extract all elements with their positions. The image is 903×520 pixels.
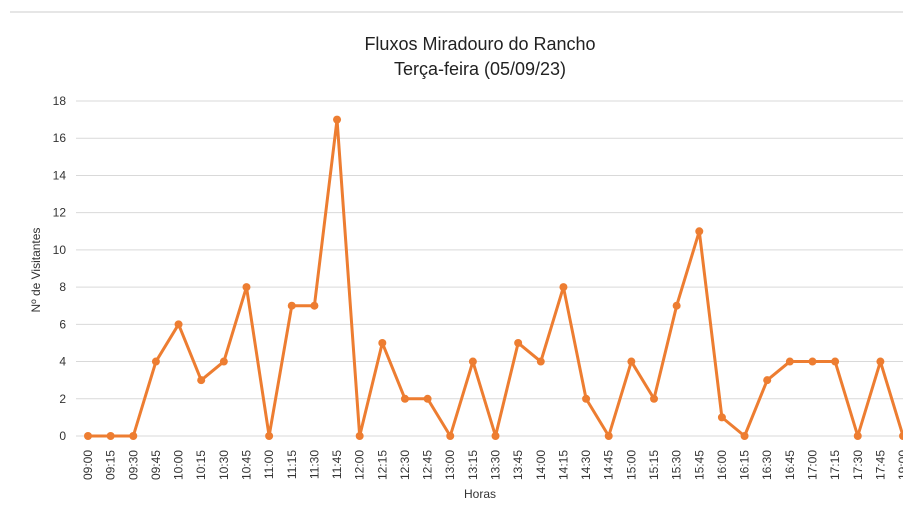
point <box>151 357 160 366</box>
series-line <box>88 118 903 438</box>
point <box>491 432 500 440</box>
point <box>808 357 817 366</box>
point <box>831 357 840 366</box>
x-tick-label: 10:15 <box>194 450 208 480</box>
x-tick-label: 09:00 <box>81 450 95 480</box>
x-tick-label: 17:15 <box>828 450 842 480</box>
x-tick-label: 12:00 <box>353 450 367 480</box>
x-tick-label: 14:30 <box>579 450 593 480</box>
point <box>514 338 523 347</box>
x-tick-label: 09:45 <box>149 450 163 480</box>
chart-subtitle: Terça-feira (05/09/23) <box>394 59 566 79</box>
y-tick-label: 18 <box>53 94 67 108</box>
point <box>400 394 409 403</box>
x-tick-label: 14:45 <box>602 450 616 480</box>
x-tick-label: 16:15 <box>738 450 752 480</box>
x-axis-label: Horas <box>464 487 496 501</box>
x-tick-label: 16:45 <box>783 450 797 480</box>
point <box>106 432 115 440</box>
x-tick-label: 15:00 <box>624 450 638 480</box>
point <box>174 320 183 329</box>
point <box>265 432 274 440</box>
point <box>287 301 296 310</box>
x-tick-label: 11:45 <box>330 450 344 479</box>
x-tick-label: 11:00 <box>262 450 276 479</box>
point <box>197 376 206 385</box>
point <box>785 357 794 366</box>
point <box>355 432 364 440</box>
y-tick-label: 14 <box>53 168 67 182</box>
x-tick-label: 10:00 <box>172 450 186 480</box>
point <box>446 432 455 440</box>
x-tick-label: 13:15 <box>466 450 480 480</box>
x-tick-label: 09:30 <box>126 450 140 480</box>
x-tick-label: 11:30 <box>307 450 321 479</box>
y-tick-label: 0 <box>59 429 66 443</box>
point <box>536 357 545 366</box>
point <box>84 432 92 440</box>
point <box>853 432 862 440</box>
x-tick-label: 10:30 <box>217 450 231 480</box>
x-tick-label: 15:30 <box>670 450 684 480</box>
y-tick-label: 16 <box>53 131 67 145</box>
point <box>604 432 613 440</box>
point <box>242 283 251 292</box>
point <box>672 301 681 310</box>
point <box>378 338 387 347</box>
y-tick-label: 6 <box>59 317 66 331</box>
y-tick-label: 10 <box>53 243 67 257</box>
x-tick-label: 19:00 <box>896 450 903 480</box>
x-tick-label: 15:45 <box>692 450 706 480</box>
point <box>876 357 885 366</box>
y-tick-label: 4 <box>59 355 66 369</box>
point <box>219 357 228 366</box>
x-tick-label: 14:00 <box>534 450 548 480</box>
point <box>740 432 749 440</box>
y-tick-label: 2 <box>59 392 66 406</box>
x-tick-label: 17:00 <box>805 450 819 480</box>
point <box>468 357 477 366</box>
point <box>310 301 319 310</box>
point <box>559 283 568 292</box>
point <box>582 394 591 403</box>
chart-title: Fluxos Miradouro do Rancho <box>364 34 595 54</box>
point <box>333 115 342 124</box>
point <box>627 357 636 366</box>
x-tick-label: 16:30 <box>760 450 774 480</box>
x-tick-label: 17:45 <box>873 450 887 480</box>
x-tick-label: 14:15 <box>556 450 570 480</box>
point <box>763 376 772 385</box>
x-tick-label: 10:45 <box>239 450 253 480</box>
point <box>695 227 704 236</box>
x-tick-label: 13:45 <box>511 450 525 480</box>
point <box>650 394 658 403</box>
point <box>717 413 726 422</box>
point <box>129 432 138 440</box>
x-tick-label: 09:15 <box>104 450 118 480</box>
y-tick-label: 8 <box>59 280 66 294</box>
x-tick-label: 16:00 <box>715 450 729 480</box>
x-tick-label: 13:00 <box>443 450 457 480</box>
x-tick-label: 11:15 <box>285 450 299 479</box>
point <box>899 432 903 440</box>
y-axis-label: Nº de Visitantes <box>29 228 43 313</box>
x-tick-label: 12:45 <box>421 450 435 480</box>
x-tick-label: 15:15 <box>647 450 661 480</box>
x-tick-label: 13:30 <box>489 450 503 480</box>
x-tick-label: 12:15 <box>375 450 389 480</box>
point <box>423 394 432 403</box>
y-tick-label: 12 <box>53 206 67 220</box>
x-tick-label: 17:30 <box>851 450 865 480</box>
x-tick-label: 12:30 <box>398 450 412 480</box>
